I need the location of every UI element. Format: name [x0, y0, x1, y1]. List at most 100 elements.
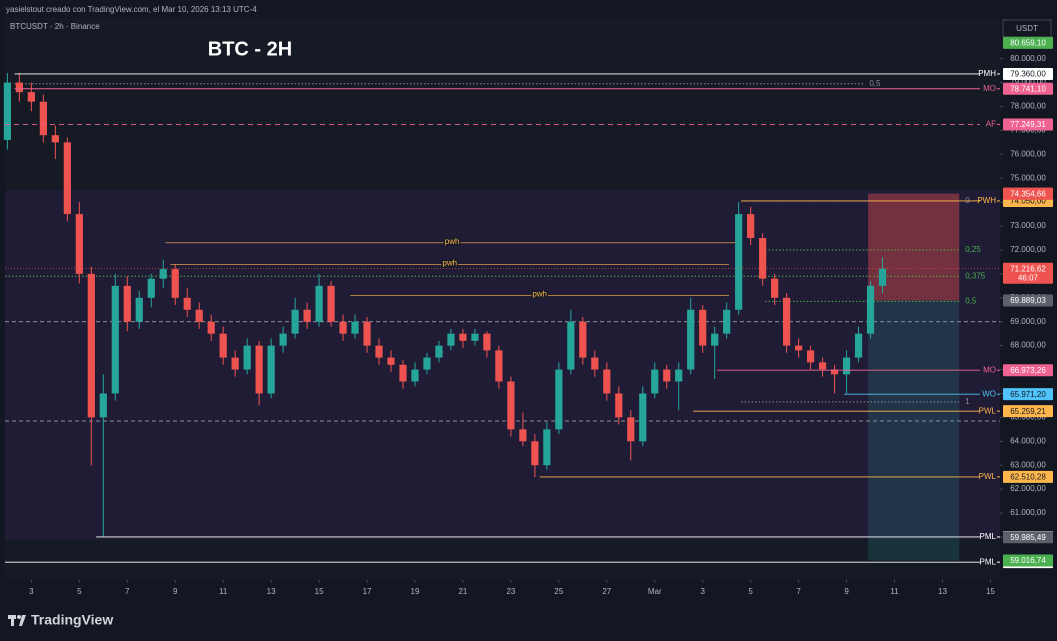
- candle-body: [795, 345, 803, 351]
- candle-body: [423, 357, 431, 370]
- x-tick-label: 11: [219, 587, 228, 596]
- x-tick-label: 5: [77, 587, 82, 596]
- x-tick-label: 13: [267, 587, 276, 596]
- candle-body: [531, 441, 539, 466]
- candle-body: [63, 142, 71, 215]
- candle-body: [675, 369, 683, 382]
- candle-body: [39, 101, 47, 136]
- candle-body: [567, 321, 575, 370]
- price-badge: [1003, 470, 1053, 483]
- x-tick-label: 11: [890, 587, 899, 596]
- candle-body: [315, 285, 323, 322]
- y-tick-label: 75.000,00: [1010, 173, 1046, 182]
- price-badge-label: 59.985,49: [1010, 533, 1046, 542]
- x-tick-label: 3: [700, 587, 705, 596]
- candle-body: [519, 429, 527, 442]
- candle-body: [603, 369, 611, 394]
- y-tick-label: 69.000,00: [1010, 317, 1046, 326]
- candle-body: [699, 309, 707, 346]
- candle-body: [711, 333, 719, 346]
- pwh-label: pwh: [442, 258, 457, 267]
- candle-body: [806, 350, 815, 363]
- candle-body: [771, 278, 779, 298]
- x-tick-label: 19: [411, 587, 420, 596]
- x-tick-label: 25: [554, 587, 563, 596]
- price-badge-label: 74.050,00: [1010, 197, 1046, 206]
- candle-body: [854, 333, 863, 358]
- candle-body: [459, 333, 467, 341]
- last-price-label: 71.216,62: [1010, 264, 1046, 273]
- candle-body: [3, 82, 11, 140]
- x-tick-label: 15: [986, 587, 995, 596]
- candle-body: [878, 268, 887, 286]
- candle-body: [435, 345, 443, 358]
- candle-body: [207, 321, 215, 334]
- candle-body: [339, 321, 347, 334]
- price-badge-label: 79.360,00: [1010, 70, 1046, 79]
- candle-body: [651, 369, 659, 394]
- candle-body: [411, 369, 419, 382]
- price-badge: [1003, 364, 1053, 377]
- candle-body: [267, 345, 275, 394]
- pwh-label: pwh: [445, 237, 460, 246]
- candle-body: [387, 357, 395, 365]
- level-name: PML: [980, 532, 997, 541]
- candle-body: [507, 381, 515, 430]
- price-badge-label: 62.510,28: [1010, 473, 1046, 482]
- fib-label: 0,5: [965, 297, 977, 306]
- price-badge-label: 66.973,26: [1010, 366, 1046, 375]
- candle-body: [291, 309, 299, 334]
- price-badge: [1003, 294, 1053, 307]
- candle-body: [471, 333, 479, 341]
- candle-body: [351, 321, 359, 334]
- price-badge-label: 74.354,66: [1010, 189, 1046, 198]
- candle-body: [27, 92, 35, 102]
- candle-body: [483, 333, 491, 351]
- level-name: MO: [983, 365, 996, 374]
- y-tick-label: 61.000,00: [1010, 508, 1046, 517]
- candle-body: [75, 214, 83, 274]
- price-badge-label: 59.016,74: [1010, 556, 1046, 565]
- price-badge-label: 65.259,21: [1010, 407, 1046, 416]
- price-badge-label: 80.659,10: [1010, 39, 1046, 48]
- pwh-label: pwh: [532, 290, 547, 299]
- y-tick-label: 80.000,00: [1010, 54, 1046, 63]
- candle-body: [591, 357, 599, 370]
- price-badge: [1003, 82, 1053, 95]
- level-name: MO: [983, 84, 996, 93]
- candle-body: [866, 285, 875, 334]
- candle-body: [687, 309, 695, 370]
- x-tick-label: 27: [602, 587, 611, 596]
- candle-body: [830, 369, 839, 375]
- x-tick-label: 17: [363, 587, 372, 596]
- candle-body: [87, 273, 95, 418]
- price-badge-label: 77.249,31: [1010, 120, 1046, 129]
- candle-body: [195, 309, 203, 322]
- brand-logo: [8, 615, 26, 626]
- candle-body: [243, 345, 251, 370]
- level-name: PWH: [977, 196, 996, 205]
- candle-body: [735, 214, 743, 310]
- price-badge: [1003, 36, 1053, 49]
- candle-body: [627, 417, 635, 442]
- x-tick-label: 3: [29, 587, 34, 596]
- last-price-badge: [1003, 262, 1053, 284]
- candle-body: [842, 357, 851, 375]
- candle-body: [447, 333, 455, 346]
- x-tick-label: 9: [844, 587, 849, 596]
- last-price-timer: 46:07: [1018, 273, 1039, 282]
- level-name: PWL: [979, 472, 997, 481]
- brand: TradingView: [31, 612, 113, 628]
- x-tick-label: 13: [938, 587, 947, 596]
- price-badge: [1003, 67, 1053, 80]
- level-name: PMH: [978, 69, 996, 78]
- candle-body: [279, 333, 287, 346]
- fib-label: 0,25: [965, 245, 981, 254]
- candle-body: [783, 297, 791, 346]
- price-badge-label: 78.741,10: [1010, 84, 1046, 93]
- candle-body: [15, 82, 23, 93]
- price-badge-label: 69.889,03: [1010, 296, 1046, 305]
- candle-body: [123, 285, 131, 322]
- candle-body: [579, 321, 587, 358]
